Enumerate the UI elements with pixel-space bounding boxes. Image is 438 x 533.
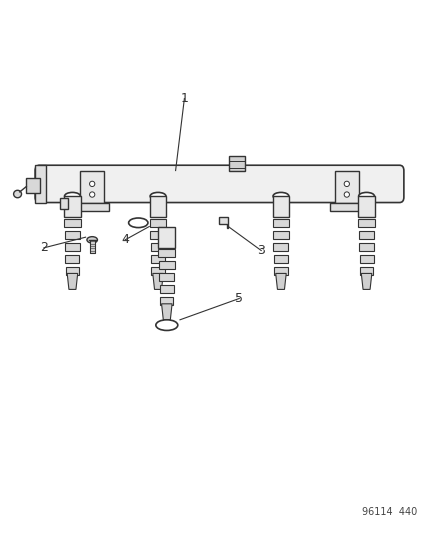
FancyBboxPatch shape [35,165,403,203]
Bar [359,255,373,263]
Ellipse shape [89,181,95,187]
Bar [151,266,164,275]
Bar [89,240,95,253]
Bar [150,230,166,239]
Ellipse shape [64,192,80,200]
Bar [151,255,165,263]
Polygon shape [360,273,371,289]
Text: 5: 5 [235,292,243,305]
Text: 1: 1 [180,92,188,105]
Bar [160,297,173,305]
Bar [159,273,174,281]
Bar [273,255,287,263]
Polygon shape [161,304,172,320]
Bar [358,243,373,251]
Bar [65,255,79,263]
Bar [150,243,165,251]
Bar [274,266,287,275]
Ellipse shape [155,320,177,330]
Bar [158,249,175,257]
Polygon shape [219,217,228,228]
Ellipse shape [343,192,349,197]
Text: 3: 3 [257,244,265,257]
Bar [330,203,362,211]
Bar [272,230,288,239]
Bar [35,165,46,203]
Bar [272,196,289,217]
Bar [65,243,80,251]
Bar [66,266,79,275]
Bar [149,219,166,227]
Bar [359,266,372,275]
Bar [26,178,39,193]
Ellipse shape [343,181,349,187]
Bar [64,196,81,217]
Text: 2: 2 [40,241,48,254]
Ellipse shape [89,192,95,197]
Bar [273,243,288,251]
Bar [357,196,374,217]
Ellipse shape [272,192,288,200]
Polygon shape [275,273,286,289]
Bar [60,198,68,209]
Polygon shape [67,273,78,289]
Bar [159,285,173,294]
Polygon shape [152,273,163,289]
Text: 96114  440: 96114 440 [361,507,416,517]
Ellipse shape [358,192,374,200]
Bar [75,203,108,211]
Bar [64,219,81,227]
Bar [64,230,80,239]
Ellipse shape [14,190,21,198]
Bar [357,219,374,227]
Bar [80,171,104,203]
Bar [229,156,244,171]
Bar [149,196,166,217]
Ellipse shape [128,218,148,228]
Bar [334,171,358,203]
Bar [159,261,174,270]
Bar [272,219,289,227]
Text: 4: 4 [121,233,129,246]
Ellipse shape [87,237,97,243]
Ellipse shape [150,192,166,200]
Bar [358,230,374,239]
Bar [158,227,175,248]
